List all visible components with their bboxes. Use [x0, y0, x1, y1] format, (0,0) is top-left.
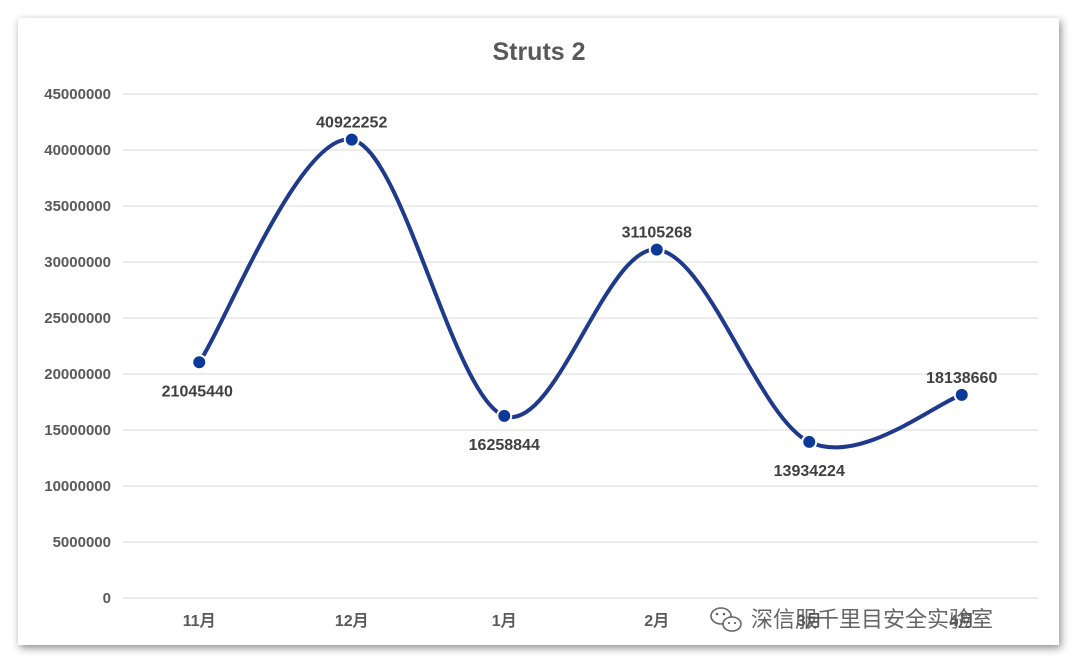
y-axis-ticks: 0 5000000 10000000 15000000 20000000 25000000… [44, 86, 111, 607]
data-markers [191, 131, 970, 450]
data-label: 31105268 [622, 225, 692, 242]
chart-frame: Struts 2 0 5000000 10000000 15000000 2000000… [18, 18, 1059, 645]
y-tick-label: 25000000 [44, 310, 111, 327]
x-axis-ticks: 11月 12月 1月 2月 3月 4月 [183, 612, 974, 630]
y-tick-label: 5000000 [53, 534, 111, 551]
watermark-text: 深信服千里目安全实验室 [751, 607, 993, 632]
data-point [191, 354, 208, 371]
gridlines [123, 93, 1038, 599]
data-label: 13934224 [774, 463, 845, 480]
chart-title: Struts 2 [492, 38, 585, 66]
x-tick-label: 12月 [335, 612, 369, 630]
data-label: 21045440 [162, 383, 233, 400]
line-chart: Struts 2 0 5000000 10000000 15000000 2000000… [44, 38, 1038, 632]
data-point [343, 131, 360, 148]
y-tick-label: 35000000 [44, 198, 111, 215]
y-tick-label: 45000000 [44, 86, 111, 103]
data-label: 18138660 [926, 370, 997, 387]
series-line [197, 137, 964, 450]
y-tick-label: 40000000 [44, 142, 111, 159]
x-tick-label: 3月 [797, 612, 822, 630]
x-tick-label: 11月 [183, 612, 216, 630]
x-tick-label: 4月 [949, 612, 974, 630]
data-point [801, 433, 818, 450]
data-point [953, 386, 970, 403]
data-point [648, 241, 665, 258]
data-label: 40922252 [316, 115, 387, 132]
y-tick-label: 0 [103, 590, 111, 607]
y-tick-label: 20000000 [44, 366, 111, 383]
data-point [496, 407, 513, 424]
x-tick-label: 1月 [492, 612, 517, 630]
data-label: 16258844 [469, 437, 540, 454]
watermark: 深信服千里目安全实验室 [710, 607, 993, 632]
x-tick-label: 2月 [644, 612, 669, 630]
wechat-icon [710, 607, 742, 632]
y-tick-label: 30000000 [44, 254, 111, 271]
data-labels: 21045440 40922252 16258844 31105268 13934224… [162, 115, 998, 480]
y-tick-label: 10000000 [44, 478, 111, 495]
y-tick-label: 15000000 [44, 422, 111, 439]
